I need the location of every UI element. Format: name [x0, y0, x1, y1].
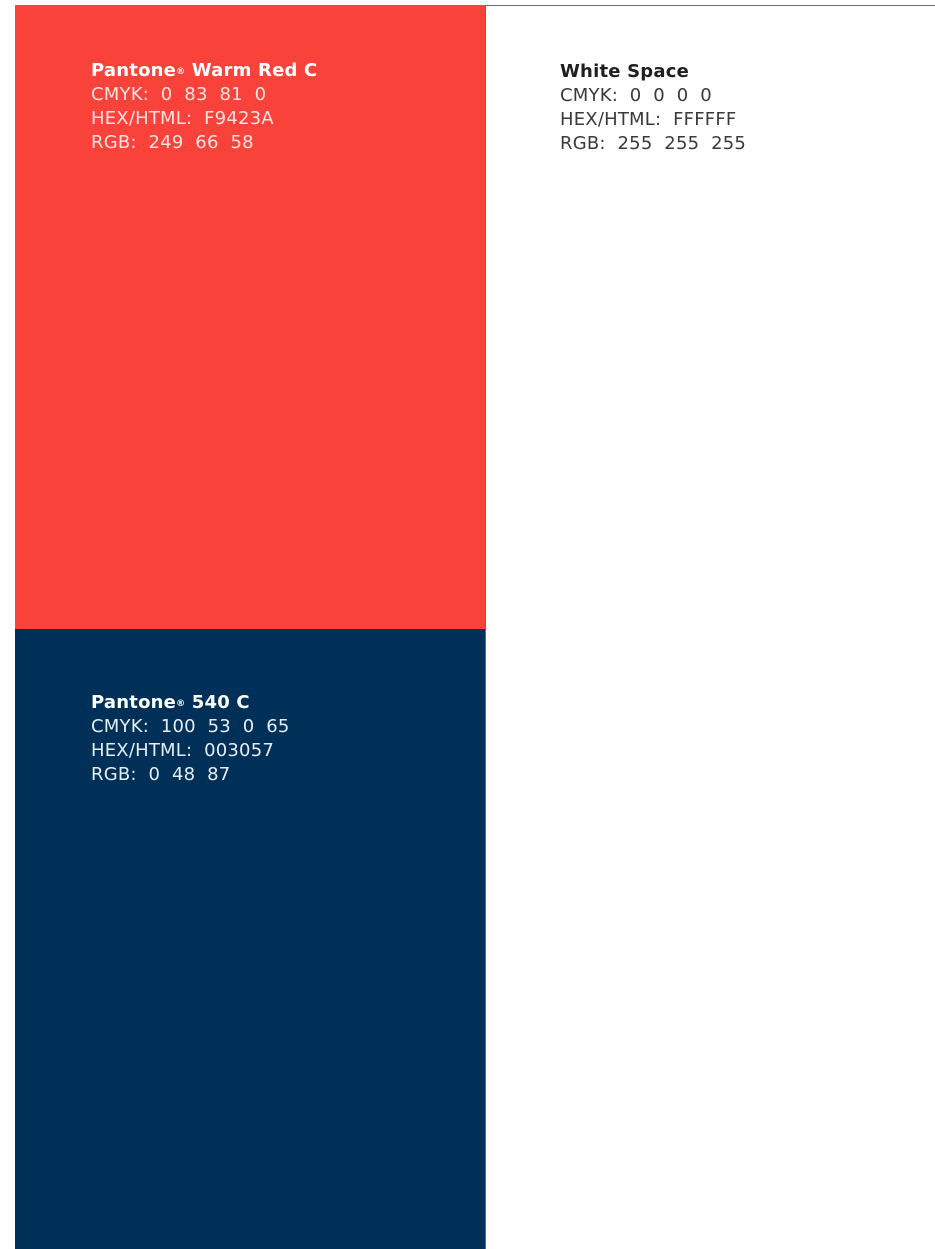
- swatch-pantone-540-rgb: RGB: 0 48 87: [91, 764, 231, 785]
- swatch-warm-red-name-suffix: Warm Red C: [185, 60, 318, 81]
- swatch-warm-red-rgb: RGB: 249 66 58: [91, 132, 254, 153]
- swatch-white-space-name: White Space: [560, 61, 689, 82]
- swatch-pantone-540: Pantone® 540 C CMYK: 100 53 0 65 HEX/HTM…: [15, 629, 485, 1249]
- swatch-warm-red: Pantone® Warm Red C CMYK: 0 83 81 0 HEX/…: [15, 5, 485, 629]
- registered-mark: ®: [176, 67, 186, 77]
- swatch-pantone-540-cmyk: CMYK: 100 53 0 65: [91, 716, 290, 737]
- swatch-white-space-info: White Space CMYK: 0 0 0 0 HEX/HTML: FFFF…: [560, 60, 746, 156]
- swatch-warm-red-hex: HEX/HTML: F9423A: [91, 108, 274, 129]
- swatch-white-space-cmyk: CMYK: 0 0 0 0: [560, 85, 712, 106]
- swatch-pantone-540-name-suffix: 540 C: [185, 692, 250, 713]
- swatch-warm-red-cmyk: CMYK: 0 83 81 0: [91, 84, 267, 105]
- swatch-white-space-rgb: RGB: 255 255 255: [560, 133, 747, 154]
- swatch-pantone-540-info: Pantone® 540 C CMYK: 100 53 0 65 HEX/HTM…: [91, 691, 290, 787]
- swatch-pantone-540-name: Pantone® 540 C: [91, 691, 290, 715]
- swatch-white-space: White Space CMYK: 0 0 0 0 HEX/HTML: FFFF…: [485, 5, 935, 1249]
- registered-mark: ®: [176, 699, 186, 709]
- swatch-warm-red-name-prefix: Pantone: [91, 60, 177, 81]
- swatch-pantone-540-hex: HEX/HTML: 003057: [91, 740, 275, 761]
- swatch-warm-red-info: Pantone® Warm Red C CMYK: 0 83 81 0 HEX/…: [91, 59, 317, 155]
- swatch-white-space-hex: HEX/HTML: FFFFFF: [560, 109, 737, 130]
- swatch-warm-red-name: Pantone® Warm Red C: [91, 59, 317, 83]
- swatch-pantone-540-name-prefix: Pantone: [91, 692, 177, 713]
